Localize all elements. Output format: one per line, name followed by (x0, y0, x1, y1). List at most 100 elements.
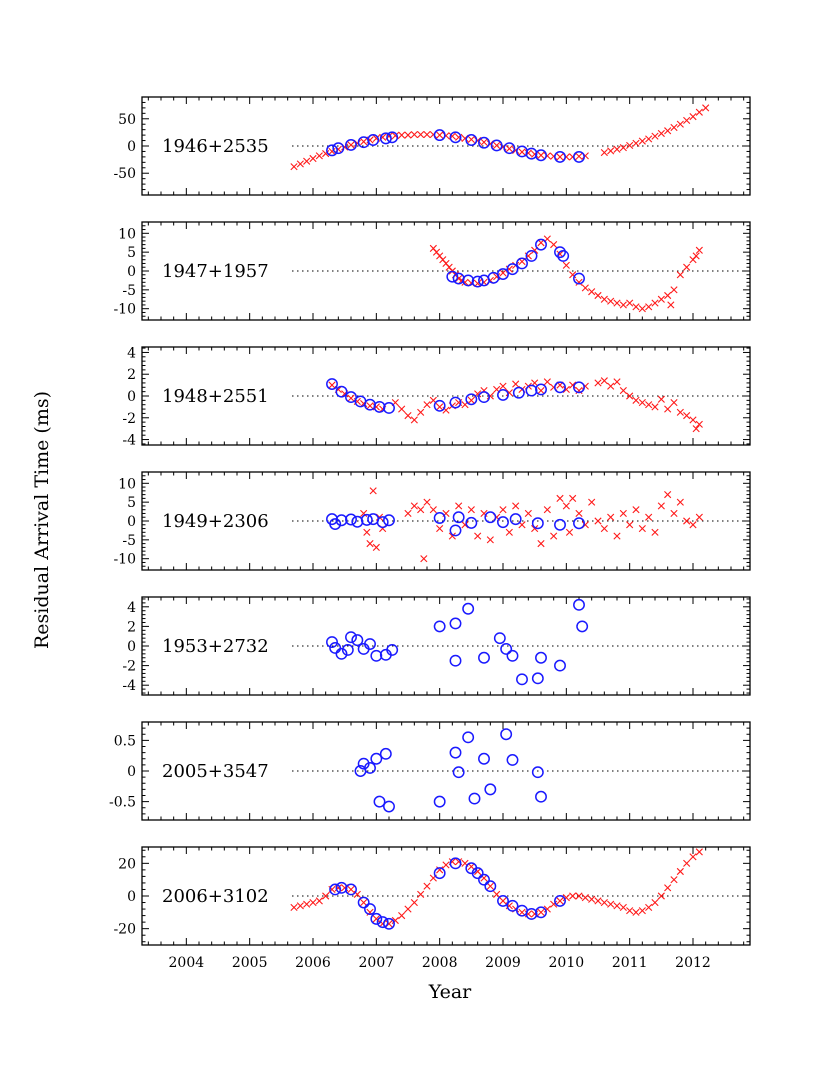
x-marker-stroke (657, 892, 665, 900)
circle-marker (484, 880, 497, 893)
x-marker-stroke (442, 259, 450, 268)
circle-marker (449, 524, 462, 537)
x-marker (398, 131, 406, 139)
x-marker (347, 141, 355, 149)
circle-marker (370, 649, 383, 662)
x-marker (657, 129, 665, 138)
x-marker-stroke (417, 408, 425, 416)
x-marker-stroke (410, 898, 418, 907)
circle-marker (531, 517, 544, 530)
x-marker (683, 116, 691, 125)
y-tick-label: 4 (127, 600, 136, 616)
y-tick-label: -10 (113, 552, 136, 568)
x-marker (556, 897, 564, 905)
x-marker-stroke (657, 295, 665, 303)
x-marker (670, 509, 678, 518)
circle-marker (379, 132, 392, 145)
y-tick-label: 5 (127, 245, 136, 261)
x-marker-stroke (486, 536, 494, 544)
circle-marker (345, 513, 357, 526)
x-marker (290, 903, 298, 912)
x-marker (537, 540, 545, 548)
x-marker (366, 540, 374, 548)
x-marker (657, 892, 665, 900)
x-marker-stroke (638, 305, 646, 313)
x-marker-stroke (607, 513, 615, 521)
x-marker (290, 163, 298, 171)
circle-marker (471, 867, 484, 880)
circle-marker (326, 378, 338, 390)
x-marker (518, 908, 526, 916)
circle-marker (484, 783, 497, 796)
circle-marker (433, 399, 446, 412)
y-tick-label: 2 (127, 367, 136, 383)
series-circle-markers (329, 857, 566, 930)
circle-marker (506, 754, 519, 766)
x-marker (309, 898, 317, 907)
panel-2006+3102: 20 0 -20 2006+3102 (113, 846, 751, 946)
x-marker-stroke (695, 848, 703, 856)
x-marker (676, 120, 684, 128)
x-marker-stroke (436, 252, 444, 260)
x-marker (600, 898, 608, 907)
x-marker-stroke (398, 405, 406, 413)
x-marker (404, 412, 412, 420)
circle-marker (576, 620, 589, 633)
x-marker-stroke (565, 528, 574, 536)
x-marker-stroke (676, 120, 684, 128)
x-marker (600, 524, 608, 533)
x-marker (556, 153, 564, 161)
x-marker-stroke (429, 244, 437, 252)
y-tick-label: 0 (127, 264, 136, 280)
y-tick-label: -5 (122, 283, 136, 299)
x-marker-stroke (695, 513, 703, 521)
x-marker-stroke (632, 303, 640, 311)
x-marker (575, 152, 583, 160)
circle-marker (332, 142, 345, 155)
x-marker-stroke (360, 898, 368, 907)
circle-marker (449, 746, 462, 759)
x-marker (632, 396, 640, 404)
x-marker-stroke (670, 398, 678, 407)
x-marker-stroke (702, 104, 710, 112)
x-marker (436, 524, 444, 533)
x-marker (613, 378, 621, 386)
x-marker-stroke (645, 513, 653, 521)
x-marker-stroke (404, 412, 412, 420)
circle-marker (326, 144, 338, 157)
x-marker-stroke (664, 127, 672, 135)
x-marker (360, 898, 368, 907)
x-marker (664, 405, 672, 413)
y-tick-label: -50 (113, 166, 136, 182)
x-marker-stroke (664, 405, 672, 413)
x-marker-stroke (600, 295, 608, 303)
x-marker (689, 113, 697, 121)
circle-marker (484, 511, 497, 524)
x-marker-stroke (420, 555, 428, 563)
circle-marker (525, 249, 538, 262)
x-marker-stroke (613, 532, 621, 540)
circle-marker (433, 867, 446, 880)
circle-marker (535, 383, 547, 396)
x-marker-stroke (455, 502, 463, 510)
circle-marker (512, 386, 525, 399)
x-marker (607, 147, 615, 155)
circle-marker (462, 602, 475, 615)
x-marker-stroke (328, 381, 336, 389)
x-marker-stroke (334, 145, 342, 153)
x-marker-stroke (667, 301, 675, 309)
x-marker-stroke (683, 263, 691, 271)
y-tick-label: 2 (127, 619, 136, 635)
x-marker-stroke (524, 509, 532, 518)
x-marker (638, 305, 646, 313)
y-tick-label: 5 (127, 495, 136, 511)
x-marker (417, 408, 425, 416)
x-marker-stroke (562, 385, 570, 394)
x-marker-stroke (651, 898, 659, 907)
x-marker (303, 900, 311, 908)
x-marker-stroke (651, 528, 659, 536)
x-marker (369, 487, 377, 495)
circle-marker (329, 883, 342, 896)
x-marker (467, 506, 475, 514)
x-marker-stroke (505, 145, 513, 153)
